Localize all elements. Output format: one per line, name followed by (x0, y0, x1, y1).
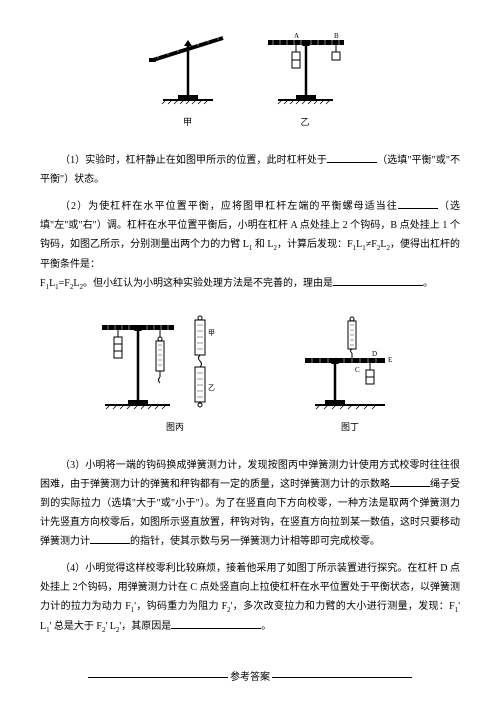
q4-text-7: '，其原因是 (119, 621, 171, 632)
svg-text:C: C (355, 366, 360, 374)
question-3: （3）小明将一端的钩码换成弹簧测力计，发现按图丙中弹簧测力计使用方式校零时往往很… (40, 456, 460, 551)
q3-blank-2 (90, 534, 130, 544)
figure-bing: 甲 乙 图丙 (100, 315, 250, 436)
question-2: （2）为使杠杆在水平位置平衡，应将图甲杠杆左端的平衡螺母适当往（选填"左"或"右… (40, 197, 460, 295)
q1-text-a: （1）实验时，杠杆静止在如图甲所示的位置，此时杠杆处于 (60, 155, 327, 166)
figure-jia-label: 甲 (148, 114, 228, 131)
footer-line-left (88, 677, 228, 678)
q2-text-13: 。但小红认为小明这种实验处理方法是不完善的，理由是 (83, 278, 333, 289)
q2-text-4: ，计算后发现：F (277, 239, 353, 250)
figure-jia: 甲 (148, 30, 228, 131)
footer-text: 参考答案 (230, 672, 270, 683)
footer-line-right (272, 677, 412, 678)
q2-text-6: ≠F (366, 239, 377, 250)
q4-blank (171, 619, 261, 629)
q2-text-14: 。 (423, 278, 433, 289)
svg-text:甲: 甲 (208, 329, 215, 337)
q2-text-3: 和 L (252, 239, 273, 250)
figure-yi: A B 乙 (258, 30, 353, 131)
svg-text:E: E (388, 356, 392, 364)
question-1: （1）实验时，杠杆静止在如图甲所示的位置，此时杠杆处于（选填"平衡"或"不平衡"… (40, 151, 460, 189)
q1-blank (327, 153, 377, 163)
q2-text-1: （2）为使杠杆在水平位置平衡，应将图甲杠杆左端的平衡螺母适当往 (60, 201, 398, 212)
figure-yi-label: 乙 (258, 114, 353, 131)
q2-blank-1 (398, 199, 438, 209)
q2-text-11: =F (59, 278, 70, 289)
q4-text-5: ' 总是大于 F (50, 621, 102, 632)
question-4: （4）小明觉得这样校零利比较麻烦，接着他采用了如图丁所示装置进行探究。在杠杆 D… (40, 559, 460, 638)
figure-row-middle: 甲 乙 图丙 C D E (40, 315, 460, 436)
q2-blank-2 (333, 276, 423, 286)
figure-row-top: 甲 A B 乙 (40, 30, 460, 131)
q4-text-6: ' L (105, 621, 115, 632)
q4-text-8: 。 (261, 621, 271, 632)
svg-text:B: B (334, 32, 339, 40)
svg-text:A: A (294, 32, 299, 40)
q4-text-2: '，钩码重力为阻力 F (134, 601, 227, 612)
q3-blank-1 (390, 477, 430, 487)
q4-text-3: '，多次改变拉力和力臂的大小进行测量，发现：F (231, 601, 455, 612)
footer: 参考答案 (0, 668, 500, 687)
figure-ding-label: 图丁 (300, 419, 400, 436)
q3-text-3: 的指针，使其示数与另一弹簧测力计相等即可完成校零。 (130, 536, 380, 547)
svg-text:乙: 乙 (208, 384, 215, 392)
svg-text:D: D (372, 350, 377, 358)
figure-ding: C D E 图丁 (300, 315, 400, 436)
figure-bing-label: 图丙 (100, 419, 250, 436)
